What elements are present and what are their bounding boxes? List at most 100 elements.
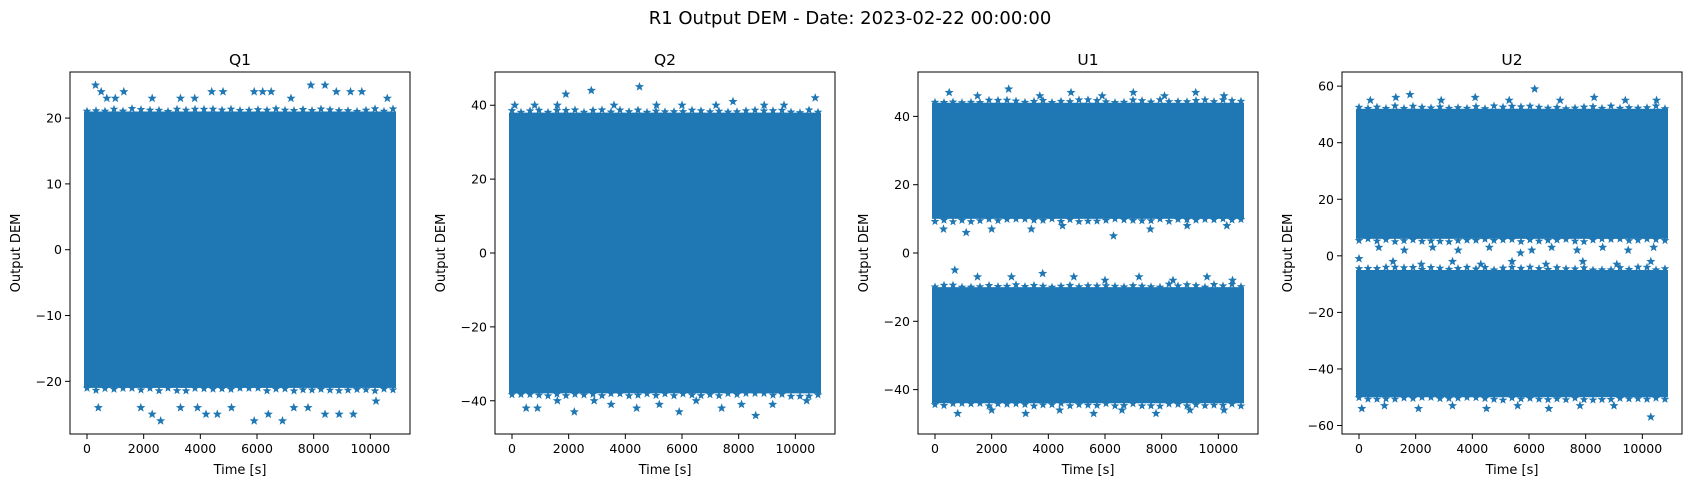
data-point xyxy=(1038,269,1047,278)
y-tick-label: 20 xyxy=(1318,192,1334,207)
data-point xyxy=(148,410,157,419)
data-point xyxy=(1183,221,1192,230)
data-point xyxy=(1066,88,1075,97)
data-point xyxy=(1380,401,1389,410)
data-point xyxy=(111,94,120,103)
data-point xyxy=(136,403,145,412)
data-point xyxy=(1202,272,1211,281)
y-tick-label: −20 xyxy=(884,314,910,329)
x-tick-label: 10000 xyxy=(1622,441,1662,456)
data-point xyxy=(1527,245,1536,254)
y-tick-label: −10 xyxy=(36,308,62,323)
y-axis-label: Output DEM xyxy=(9,214,24,293)
data-point xyxy=(950,265,959,274)
data-point xyxy=(1578,257,1587,266)
data-point xyxy=(1609,401,1618,410)
data-point xyxy=(213,410,222,419)
x-tick-label: 8000 xyxy=(723,441,755,456)
y-tick-label: −20 xyxy=(1308,305,1334,320)
data-point xyxy=(953,409,962,418)
y-tick-label: 10 xyxy=(46,176,62,191)
data-point xyxy=(533,403,542,412)
data-point xyxy=(1530,84,1539,93)
data-point xyxy=(811,93,820,102)
y-tick-label: 40 xyxy=(471,98,487,113)
data-point xyxy=(717,403,726,412)
data-point xyxy=(530,100,539,109)
data-point xyxy=(1089,409,1098,418)
data-point xyxy=(1624,245,1633,254)
data-point xyxy=(320,410,329,419)
y-axis-label: Output DEM xyxy=(434,214,449,293)
data-band-0 xyxy=(932,103,1244,219)
x-axis-label: Time [s] xyxy=(1485,463,1539,478)
data-point xyxy=(1219,405,1228,414)
data-point xyxy=(1646,412,1655,421)
data-point xyxy=(1027,224,1036,233)
data-point xyxy=(1055,405,1064,414)
y-tick-label: 20 xyxy=(46,111,62,126)
x-tick-label: 6000 xyxy=(241,441,273,456)
x-tick-label: 0 xyxy=(1355,441,1363,456)
data-point xyxy=(1575,401,1584,410)
data-point xyxy=(632,403,641,412)
y-axis-label: Output DEM xyxy=(1281,214,1296,293)
x-tick-label: 8000 xyxy=(1570,441,1602,456)
data-point xyxy=(1513,401,1522,410)
data-point xyxy=(1100,276,1109,285)
y-tick-label: 0 xyxy=(1326,248,1334,263)
data-point xyxy=(1151,409,1160,418)
data-point xyxy=(303,403,312,412)
data-band-0 xyxy=(1356,109,1668,239)
data-point xyxy=(1471,93,1480,102)
data-point xyxy=(1544,404,1553,413)
y-tick-label: −20 xyxy=(461,319,487,334)
data-point xyxy=(1448,401,1457,410)
data-point xyxy=(1146,224,1155,233)
data-band-0 xyxy=(84,111,396,387)
data-point xyxy=(553,396,562,405)
data-point xyxy=(1621,96,1630,105)
data-point xyxy=(357,87,366,96)
y-tick-label: 0 xyxy=(54,242,62,257)
x-tick-label: 10000 xyxy=(1198,441,1238,456)
x-tick-label: 2000 xyxy=(128,441,160,456)
data-point xyxy=(973,272,982,281)
data-point xyxy=(1590,93,1599,102)
x-tick-label: 8000 xyxy=(1146,441,1178,456)
data-point xyxy=(267,87,276,96)
data-point xyxy=(306,80,315,89)
x-tick-label: 2000 xyxy=(1400,441,1432,456)
data-point xyxy=(939,224,948,233)
data-point xyxy=(1598,243,1607,252)
data-point xyxy=(1354,254,1363,263)
y-tick-label: −40 xyxy=(884,382,910,397)
data-point xyxy=(751,411,760,420)
data-point xyxy=(1448,257,1457,266)
data-band-0 xyxy=(509,113,821,394)
data-point xyxy=(1454,245,1463,254)
y-tick-label: −40 xyxy=(461,393,487,408)
y-tick-label: 40 xyxy=(1318,135,1334,150)
data-point xyxy=(1098,91,1107,100)
x-axis-label: Time [s] xyxy=(1061,463,1115,478)
plot-area xyxy=(931,84,1246,417)
data-point xyxy=(1400,245,1409,254)
x-tick-label: 10000 xyxy=(350,441,390,456)
x-tick-label: 0 xyxy=(931,441,939,456)
subplot-u2: 0 2000 4000 6000 8000 10000−60−40−200204060U2… xyxy=(1281,51,1682,478)
data-point xyxy=(91,80,100,89)
data-point xyxy=(1191,88,1200,97)
data-point xyxy=(561,89,570,98)
data-point xyxy=(1646,257,1655,266)
data-point xyxy=(1388,257,1397,266)
data-point xyxy=(1007,272,1016,281)
data-point xyxy=(652,100,661,109)
data-point xyxy=(250,87,259,96)
data-point xyxy=(737,400,746,409)
data-band-1 xyxy=(932,287,1244,403)
data-point xyxy=(973,91,982,100)
data-point xyxy=(258,87,267,96)
data-point xyxy=(349,410,358,419)
